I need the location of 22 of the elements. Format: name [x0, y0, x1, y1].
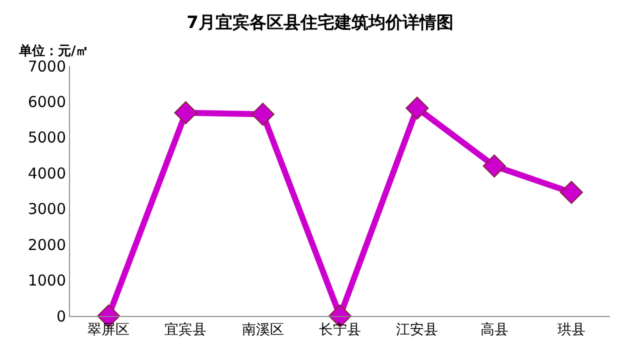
y-axis-title: 单位：元/㎡ [18, 43, 89, 59]
x-tick-label: 珙县 [557, 322, 586, 338]
y-tick-label: 7000 [28, 57, 66, 76]
x-tick-label: 高县 [480, 322, 508, 338]
x-tick-label: 宜宾县 [164, 322, 207, 338]
chart-title: 7月宜宾各区县住宅建筑均价详情图 [186, 13, 454, 34]
y-tick-label: 3000 [28, 200, 66, 218]
x-tick-label: 翠屏区 [88, 322, 130, 338]
y-tick-label: 2000 [28, 236, 66, 254]
y-tick-label: 6000 [28, 92, 66, 111]
y-tick-label: 5000 [28, 128, 66, 147]
x-tick-label: 江安县 [396, 322, 438, 338]
point [174, 101, 198, 124]
y-tick-label: 4000 [28, 164, 66, 182]
point [406, 96, 429, 120]
point [560, 180, 583, 204]
x-tick-label: 南溪区 [242, 322, 284, 338]
y-tick-label: 0 [56, 307, 66, 326]
point [251, 102, 274, 126]
y-tick-label: 1000 [28, 272, 66, 290]
point [482, 154, 506, 178]
x-tick-label: 长宁县 [319, 322, 361, 338]
